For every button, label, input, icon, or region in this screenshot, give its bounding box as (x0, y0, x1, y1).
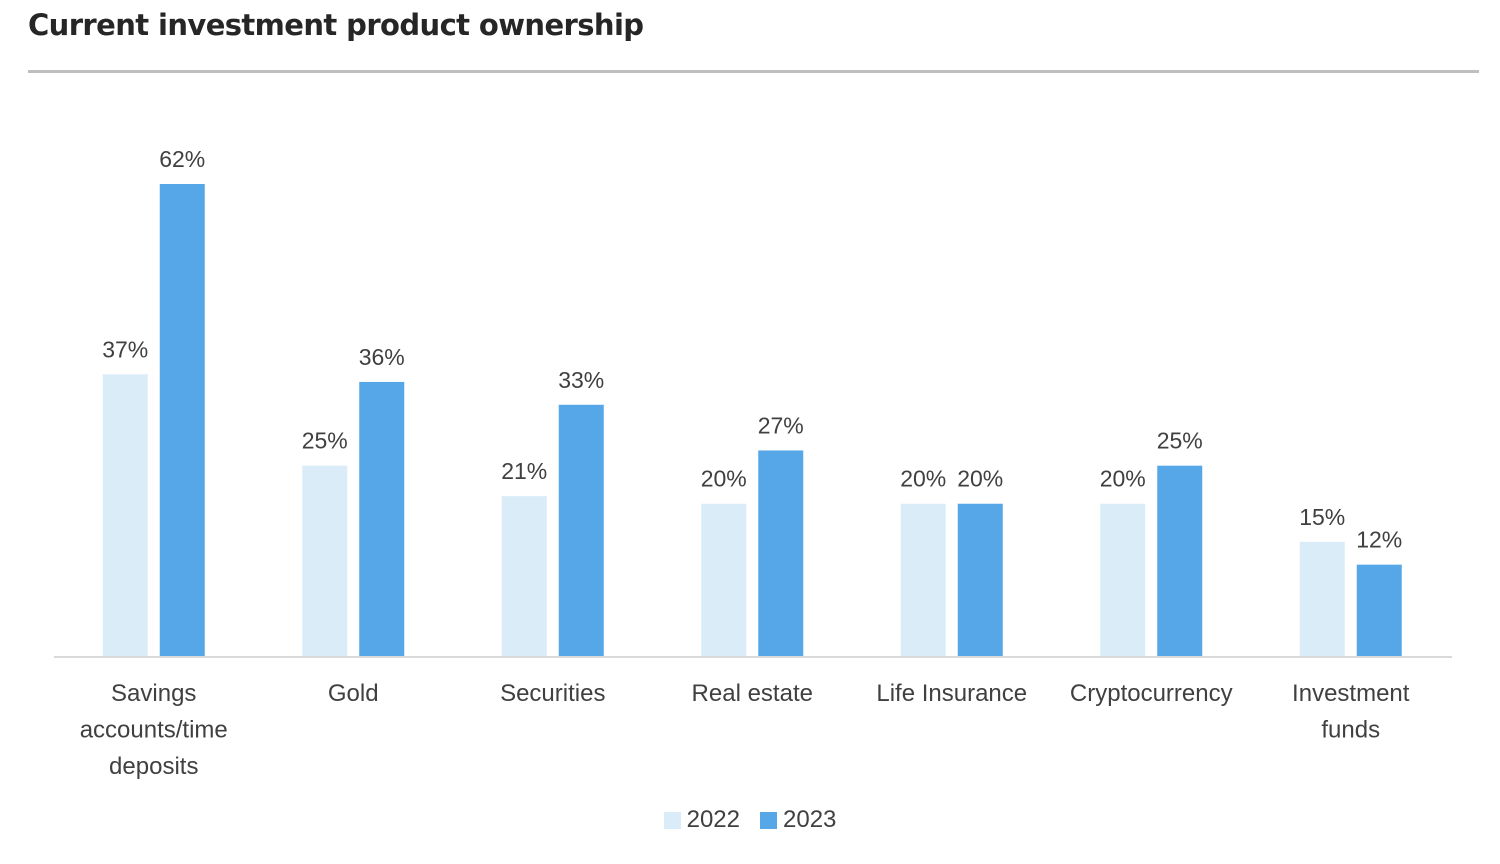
legend-item-2023: 2023 (760, 806, 836, 834)
legend-label-2022: 2022 (686, 806, 740, 833)
data-label-2022-0: 37% (102, 336, 148, 362)
bar-2022-5 (1100, 503, 1146, 656)
bar-2022-2 (501, 496, 547, 656)
bar-2023-6 (1356, 564, 1402, 656)
chart-title: Current investment product ownership (28, 8, 644, 42)
bar-2023-2 (558, 404, 604, 656)
data-label-2023-6: 12% (1356, 527, 1402, 553)
data-label-2022-4: 20% (900, 466, 946, 492)
data-label-2022-3: 20% (701, 466, 747, 492)
category-label-4: Life Insurance (876, 680, 1027, 707)
legend: 2022 2023 (0, 806, 1500, 834)
legend-item-2022: 2022 (663, 806, 740, 834)
data-label-2022-5: 20% (1100, 466, 1146, 492)
bar-2022-1 (302, 465, 348, 656)
legend-label-2023: 2023 (783, 806, 837, 833)
data-label-2023-5: 25% (1157, 428, 1203, 454)
bar-2023-5 (1157, 465, 1203, 656)
category-label-2: Securities (500, 680, 605, 707)
category-label-5: Cryptocurrency (1070, 680, 1233, 707)
legend-swatch-2022 (663, 811, 681, 829)
bar-2023-4 (957, 503, 1003, 656)
bars-layer (102, 184, 1402, 656)
category-label-1: Gold (328, 680, 379, 707)
bar-2022-6 (1299, 541, 1345, 656)
categories-layer: Savings accounts/time deposits Gold Securiti… (80, 680, 1410, 780)
labels-layer: 37% 62% 25% 36% 21% 33% 20% 27% 20% 20% 20% 25% 15% 1… (102, 146, 1402, 553)
bar-2023-1 (359, 381, 405, 656)
legend-swatch-2023 (760, 811, 777, 829)
bar-2022-3 (701, 503, 747, 656)
data-label-2023-3: 27% (758, 412, 804, 438)
category-label-0: Savings accounts/time deposits (80, 680, 228, 780)
data-label-2022-2: 21% (501, 458, 547, 484)
bar-2023-0 (159, 184, 205, 656)
data-label-2022-6: 15% (1299, 504, 1345, 530)
data-label-2022-1: 25% (302, 428, 348, 454)
data-label-2023-4: 20% (957, 466, 1003, 492)
category-label-6: Investment funds (1292, 680, 1410, 744)
data-label-2023-1: 36% (359, 344, 405, 370)
bar-2022-4 (900, 503, 946, 656)
bar-2022-0 (102, 374, 148, 656)
category-label-3: Real estate (692, 680, 813, 707)
title-divider (28, 70, 1479, 73)
bar-2023-3 (758, 450, 804, 656)
data-label-2023-0: 62% (159, 146, 205, 172)
data-label-2023-2: 33% (558, 367, 604, 393)
